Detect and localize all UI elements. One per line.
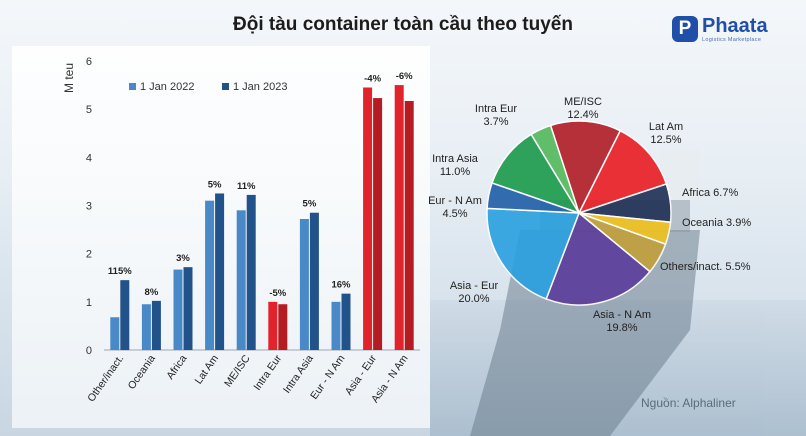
bar-2022: [110, 317, 120, 350]
source-note: Nguồn: Alphaliner: [641, 396, 736, 410]
bar-2022: [173, 269, 183, 350]
legend-label-2023: 1 Jan 2023: [233, 81, 287, 93]
pie-slice: [545, 211, 651, 306]
change-label: 115%: [108, 266, 132, 277]
pie-label: Intra Asia: [432, 153, 479, 165]
y-axis-label: M teu: [62, 63, 76, 93]
pie-label: Eur - N Am: [428, 195, 482, 207]
pie-label: Lat Am: [649, 121, 683, 133]
pie-pct-label: 12.5%: [650, 134, 681, 146]
change-label: 16%: [331, 280, 351, 291]
pie-slice: [486, 207, 581, 300]
y-tick-label: 6: [86, 56, 92, 68]
legend-swatch-2023: [222, 83, 229, 90]
bar-2022: [331, 301, 341, 350]
bar-2022: [205, 200, 215, 350]
bar-2023: [183, 267, 193, 350]
pie-label: Asia - Eur: [450, 280, 499, 292]
bar-2023: [404, 100, 414, 350]
brand-logo: P Phaata Logistics Marketplace: [672, 16, 768, 46]
bar-2023: [309, 212, 319, 350]
bar-2022: [141, 304, 151, 350]
bar-2022: [363, 87, 373, 350]
y-tick-label: 0: [86, 345, 92, 357]
change-label: 11%: [237, 181, 256, 192]
bar-2023: [341, 293, 351, 350]
change-label: 3%: [176, 253, 190, 264]
y-tick-label: 3: [86, 201, 92, 213]
pie-slice: [549, 120, 622, 215]
legend: 1 Jan 2022 1 Jan 2023: [129, 81, 287, 93]
y-tick-label: 1: [86, 297, 92, 309]
bar-2023: [246, 194, 256, 350]
legend-swatch-2022: [129, 83, 136, 90]
pie-label: Africa 6.7%: [682, 187, 738, 199]
change-label: 5%: [208, 179, 222, 190]
bar-2023: [215, 193, 225, 350]
y-tick-label: 5: [86, 104, 92, 116]
bar-2023: [278, 304, 288, 350]
pie-pct-label: 3.7%: [483, 116, 508, 128]
pie-pct-label: 12.4%: [567, 109, 598, 121]
pie-label: Asia - N Am: [593, 309, 651, 321]
bar-2023: [373, 98, 383, 350]
pie-label: ME/ISC: [564, 96, 602, 108]
pie-label: Oceania 3.9%: [682, 217, 751, 229]
chart-title: Đội tàu container toàn cầu theo tuyến: [233, 14, 573, 35]
pie-pct-label: 4.5%: [442, 208, 467, 220]
bar-2023: [151, 300, 161, 350]
y-tick-label: 2: [86, 249, 92, 261]
logo-tagline: Logistics Marketplace: [702, 37, 762, 43]
y-tick-label: 4: [86, 152, 92, 164]
change-label: -5%: [269, 288, 286, 299]
bar-2022: [236, 210, 246, 350]
change-label: 5%: [303, 199, 317, 210]
change-label: -4%: [364, 73, 381, 84]
pie-slice: [530, 124, 580, 214]
pie-pct-label: 20.0%: [458, 293, 489, 305]
bar-2023: [120, 280, 130, 350]
bar-2022: [299, 218, 309, 350]
bar-2022: [394, 85, 404, 350]
logo-badge-icon: P: [672, 16, 698, 42]
pie-pct-label: 19.8%: [606, 322, 637, 334]
bar-2022: [268, 301, 278, 350]
pie-label: Others/inact. 5.5%: [660, 261, 751, 273]
pie-pct-label: 11.0%: [440, 166, 471, 178]
logo-name: Phaata: [702, 15, 768, 37]
change-label: -6%: [396, 71, 413, 82]
legend-label-2022: 1 Jan 2022: [140, 81, 194, 93]
pie-slice: [577, 129, 668, 215]
pie-label: Intra Eur: [475, 103, 518, 115]
change-label: 8%: [145, 287, 159, 298]
